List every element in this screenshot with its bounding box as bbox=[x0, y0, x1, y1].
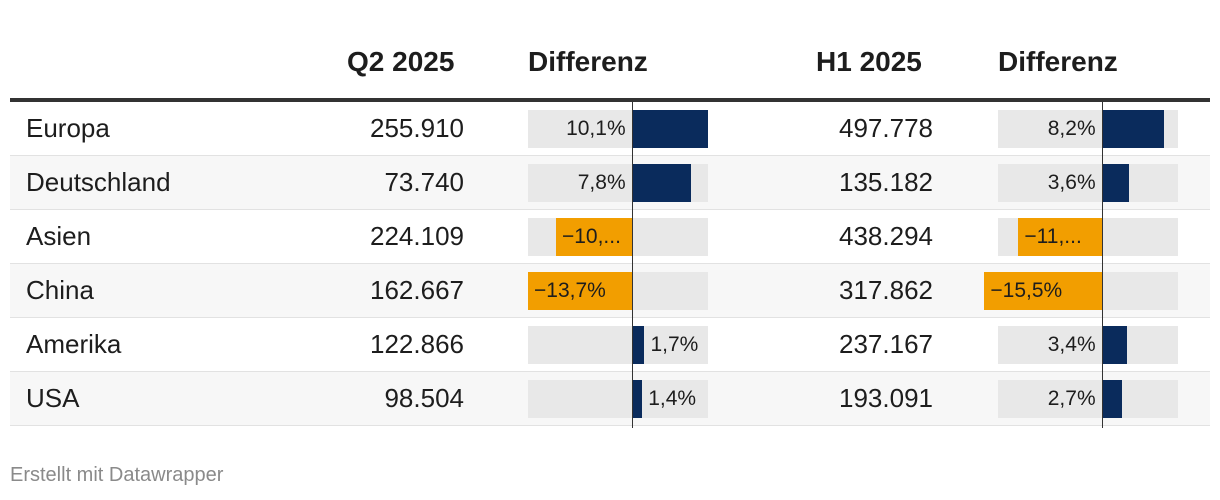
header-q2-diff[interactable]: Differenz bbox=[528, 46, 648, 77]
q2-diff-bar bbox=[631, 326, 645, 364]
table-row: Europa 255.910 10,1% 497.778 8,2% bbox=[10, 102, 1210, 156]
q2-diff-track: 7,8% bbox=[528, 164, 708, 202]
q2-diff-label: 7,8% bbox=[577, 171, 626, 194]
q2-diff-bar bbox=[631, 110, 708, 148]
table-row: USA 98.504 1,4% 193.091 2,7% bbox=[10, 372, 1210, 426]
h1-value: 237.167 bbox=[839, 329, 933, 359]
q2-diff-label: −13,7% bbox=[534, 279, 606, 302]
q2-diff-track: 1,4% bbox=[528, 380, 708, 418]
table-row: China 162.667 −13,7% 317.862 −15,5% bbox=[10, 264, 1210, 318]
h1-diff-track: 2,7% bbox=[998, 380, 1178, 418]
h1-diff-label: −11,... bbox=[1024, 225, 1082, 248]
q2-diff-track: 1,7% bbox=[528, 326, 708, 364]
q2-value: 122.866 bbox=[370, 329, 464, 359]
h1-diff-bar bbox=[1101, 380, 1123, 418]
data-table: Q2 2025 Differenz H1 2025 Differenz Euro… bbox=[10, 28, 1210, 428]
q2-value: 98.504 bbox=[384, 383, 464, 413]
q2-diff-bar bbox=[555, 218, 632, 256]
row-label: USA bbox=[26, 383, 80, 413]
q2-diff-track: 10,1% bbox=[528, 110, 708, 148]
q2-diff-bar bbox=[528, 272, 632, 310]
q2-diff-bar bbox=[631, 380, 643, 418]
h1-diff-bar bbox=[984, 272, 1102, 310]
h1-zero-axis bbox=[1101, 102, 1103, 428]
q2-diff-label: 1,4% bbox=[648, 387, 697, 410]
header-h1-diff[interactable]: Differenz bbox=[998, 46, 1118, 77]
h1-value: 193.091 bbox=[839, 383, 933, 413]
row-label: Deutschland bbox=[26, 167, 171, 197]
q2-diff-label: 10,1% bbox=[566, 117, 626, 140]
q2-value: 224.109 bbox=[370, 221, 464, 251]
q2-value: 162.667 bbox=[370, 275, 464, 305]
h1-diff-bar bbox=[1101, 164, 1129, 202]
footer-credit: Erstellt mit Datawrapper bbox=[10, 464, 224, 486]
table-row: Asien 224.109 −10,... 438.294 −11,... bbox=[10, 210, 1210, 264]
header-h1[interactable]: H1 2025 bbox=[816, 46, 922, 77]
h1-value: 497.778 bbox=[839, 113, 933, 143]
q2-value: 73.740 bbox=[384, 167, 464, 197]
row-label: China bbox=[26, 275, 94, 305]
q2-diff-label: −10,... bbox=[561, 225, 621, 248]
h1-diff-track: 8,2% bbox=[998, 110, 1178, 148]
h1-value: 135.182 bbox=[839, 167, 933, 197]
q2-diff-label: 1,7% bbox=[650, 333, 699, 356]
h1-diff-track: 3,6% bbox=[998, 164, 1178, 202]
table-row: Deutschland 73.740 7,8% 135.182 3,6% bbox=[10, 156, 1210, 210]
h1-diff-label: 8,2% bbox=[1047, 117, 1096, 140]
q2-zero-axis bbox=[631, 102, 633, 428]
h1-diff-label: 3,6% bbox=[1047, 171, 1096, 194]
h1-diff-bar bbox=[1101, 326, 1128, 364]
h1-value: 317.862 bbox=[839, 275, 933, 305]
row-label: Amerika bbox=[26, 329, 122, 359]
q2-diff-track: −10,... bbox=[528, 218, 708, 256]
q2-value: 255.910 bbox=[370, 113, 464, 143]
table-header: Q2 2025 Differenz H1 2025 Differenz bbox=[10, 28, 1210, 102]
h1-diff-label: 3,4% bbox=[1047, 333, 1096, 356]
h1-diff-bar bbox=[1018, 218, 1102, 256]
h1-diff-label: 2,7% bbox=[1047, 387, 1096, 410]
h1-diff-track: −15,5% bbox=[984, 272, 1178, 310]
h1-value: 438.294 bbox=[839, 221, 933, 251]
table-body: Europa 255.910 10,1% 497.778 8,2% Deutschland… bbox=[10, 102, 1210, 426]
h1-diff-bar bbox=[1101, 110, 1164, 148]
h1-diff-label: −15,5% bbox=[990, 279, 1063, 302]
header-q2[interactable]: Q2 2025 bbox=[347, 46, 455, 77]
row-label: Europa bbox=[26, 113, 110, 143]
table-row: Amerika 122.866 1,7% 237.167 3,4% bbox=[10, 318, 1210, 372]
q2-diff-bar bbox=[631, 164, 691, 202]
h1-diff-track: 3,4% bbox=[998, 326, 1178, 364]
row-label: Asien bbox=[26, 221, 92, 251]
q2-diff-track: −13,7% bbox=[528, 272, 708, 310]
h1-diff-track: −11,... bbox=[998, 218, 1178, 256]
